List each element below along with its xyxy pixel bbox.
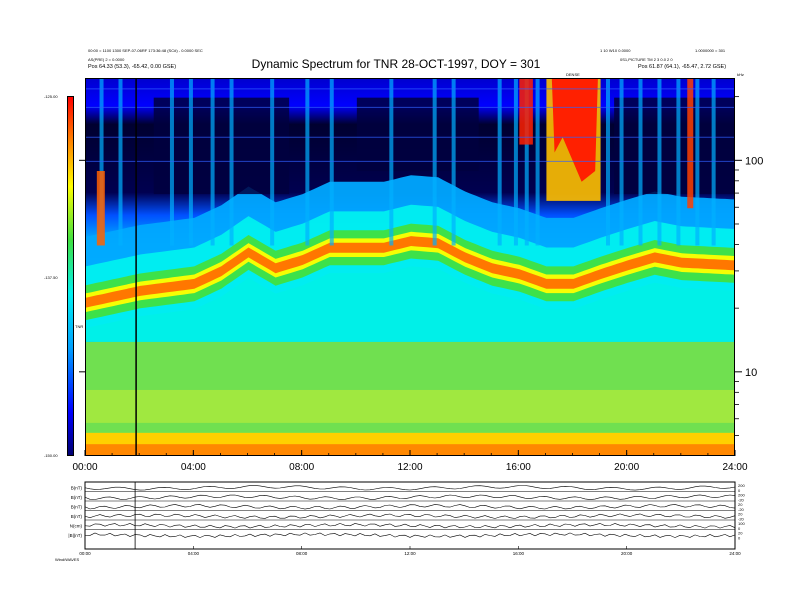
dense-flag: DENSE xyxy=(566,72,580,77)
lower-row-range-top: 200 xyxy=(738,492,745,497)
burst-streak xyxy=(513,79,518,246)
x-tick-label: 16:00 xyxy=(506,462,531,473)
lower-row-label: B(nT) xyxy=(71,504,83,509)
khz-unit-label: kHz xyxy=(737,72,744,77)
lower-x-tick-label: 08:00 xyxy=(296,551,308,556)
x-tick-label: 12:00 xyxy=(397,462,422,473)
plasma-line-band xyxy=(86,236,734,308)
lower-x-tick-label: 24:00 xyxy=(729,551,741,556)
lower-x-tick-label: 00:00 xyxy=(79,551,91,556)
lower-row-range-bottom: 0 xyxy=(738,535,741,540)
lower-row-trace xyxy=(84,513,736,519)
x-tick-label: 20:00 xyxy=(614,462,639,473)
burst-streak xyxy=(535,79,540,246)
burst-red-streak xyxy=(687,79,694,209)
lower-row-range-top: 100 xyxy=(738,521,745,526)
lower-row-trace xyxy=(84,485,736,491)
burst-streak xyxy=(695,79,700,246)
y-tick-label: 100 xyxy=(745,155,763,167)
burst-streak xyxy=(497,79,502,246)
burst-streak xyxy=(270,79,275,246)
colorbar-tick-top: -125.00 xyxy=(44,94,58,99)
lower-panel-frame xyxy=(84,481,736,550)
lower-x-tick-label: 20:00 xyxy=(621,551,633,556)
lower-row-range-top: 200 xyxy=(738,483,745,488)
spectrogram-panel xyxy=(85,78,735,456)
lower-row-range-bottom: 0 xyxy=(738,526,741,531)
burst-streak xyxy=(432,79,437,246)
page-title: Dynamic Spectrum for TNR 28-OCT-1997, DO… xyxy=(251,57,541,71)
lower-row-label: |B|(nT) xyxy=(68,533,82,538)
colorbar-label: TNR xyxy=(75,324,84,329)
colorbar-tick-mid: -137.50 xyxy=(44,275,58,280)
header-left-line1: 00:00 = 1100 1300 SEP-07-06RF 173:36:48 … xyxy=(88,48,203,53)
burst-streak xyxy=(619,79,624,246)
burst-streak xyxy=(606,79,610,246)
burst-streak xyxy=(711,79,716,246)
lower-row-label: N(cm) xyxy=(70,523,83,528)
burst-streak xyxy=(638,79,643,246)
burst-streak xyxy=(657,79,662,246)
burst-streak xyxy=(329,79,334,246)
x-tick-label: 00:00 xyxy=(72,462,97,473)
lower-row-trace xyxy=(84,532,736,538)
burst-red-streak xyxy=(96,170,105,246)
burst-streak xyxy=(99,79,104,246)
y-tick-label: 10 xyxy=(745,367,757,379)
burst-streak xyxy=(389,79,394,246)
header-right-line3: Pos 61.87 (64.1), -65.47, 2.72 GSE) xyxy=(638,64,727,70)
header-right-line1b: 1.0000000 = 301 xyxy=(695,48,726,53)
burst-streak xyxy=(118,79,123,246)
lower-row-range-bottom: -20 xyxy=(738,497,745,502)
noise-floor-band-lower xyxy=(86,389,734,423)
burst-streak xyxy=(188,79,193,246)
lower-row-trace xyxy=(84,504,736,510)
colorbar xyxy=(67,96,74,456)
lower-row-range-top: 20 xyxy=(738,511,743,516)
header-left-line2: AS(PRE) 2 = 0.0000 xyxy=(88,57,125,62)
burst-streak xyxy=(305,79,310,246)
lower-row-label: B(nT) xyxy=(71,485,83,490)
lower-row-range-bottom: 0 xyxy=(738,488,741,493)
lower-x-tick-label: 04:00 xyxy=(188,551,200,556)
burst-streak xyxy=(229,79,234,246)
lower-x-tick-label: 12:00 xyxy=(404,551,416,556)
dark-region xyxy=(153,97,290,195)
header-left-line3: Pos 64.33 (53.3), -65.42, 0.00 GSE) xyxy=(88,64,177,70)
lower-row-trace xyxy=(84,523,736,529)
bottom-band-hot xyxy=(86,444,734,455)
spectrogram-svg xyxy=(86,79,734,455)
burst-streak xyxy=(676,79,681,246)
dark-region xyxy=(356,97,479,171)
burst-region-red xyxy=(551,79,598,182)
x-tick-label: 04:00 xyxy=(181,462,206,473)
lower-row-label: B(nT) xyxy=(71,514,83,519)
colorbar-tick-bottom: -150.00 xyxy=(44,453,58,458)
burst-streak xyxy=(169,79,174,246)
burst-streak xyxy=(210,79,215,246)
quiet-band xyxy=(86,266,734,342)
lower-footer: Wind/WAVES xyxy=(55,557,80,562)
burst-streak xyxy=(524,79,529,246)
burst-red-streak xyxy=(519,79,533,145)
lower-row-range-bottom: -20 xyxy=(738,516,745,521)
lower-row-range-top: 20 xyxy=(738,502,743,507)
burst-streak xyxy=(451,79,456,246)
lower-row-range-top: 20 xyxy=(738,530,743,535)
lower-row-range-bottom: -20 xyxy=(738,507,745,512)
x-tick-label: 08:00 xyxy=(289,462,314,473)
header-right-line1: 1 10 W10 0.0000 xyxy=(600,48,631,53)
lower-x-tick-label: 16:00 xyxy=(513,551,525,556)
lower-row-label: B(nT) xyxy=(71,495,83,500)
x-tick-label: 24:00 xyxy=(722,462,747,473)
header-right-line2: 0S1,PICTURE TM 2 3 0.0 2 0 xyxy=(620,57,673,62)
lower-row-trace xyxy=(84,494,736,500)
